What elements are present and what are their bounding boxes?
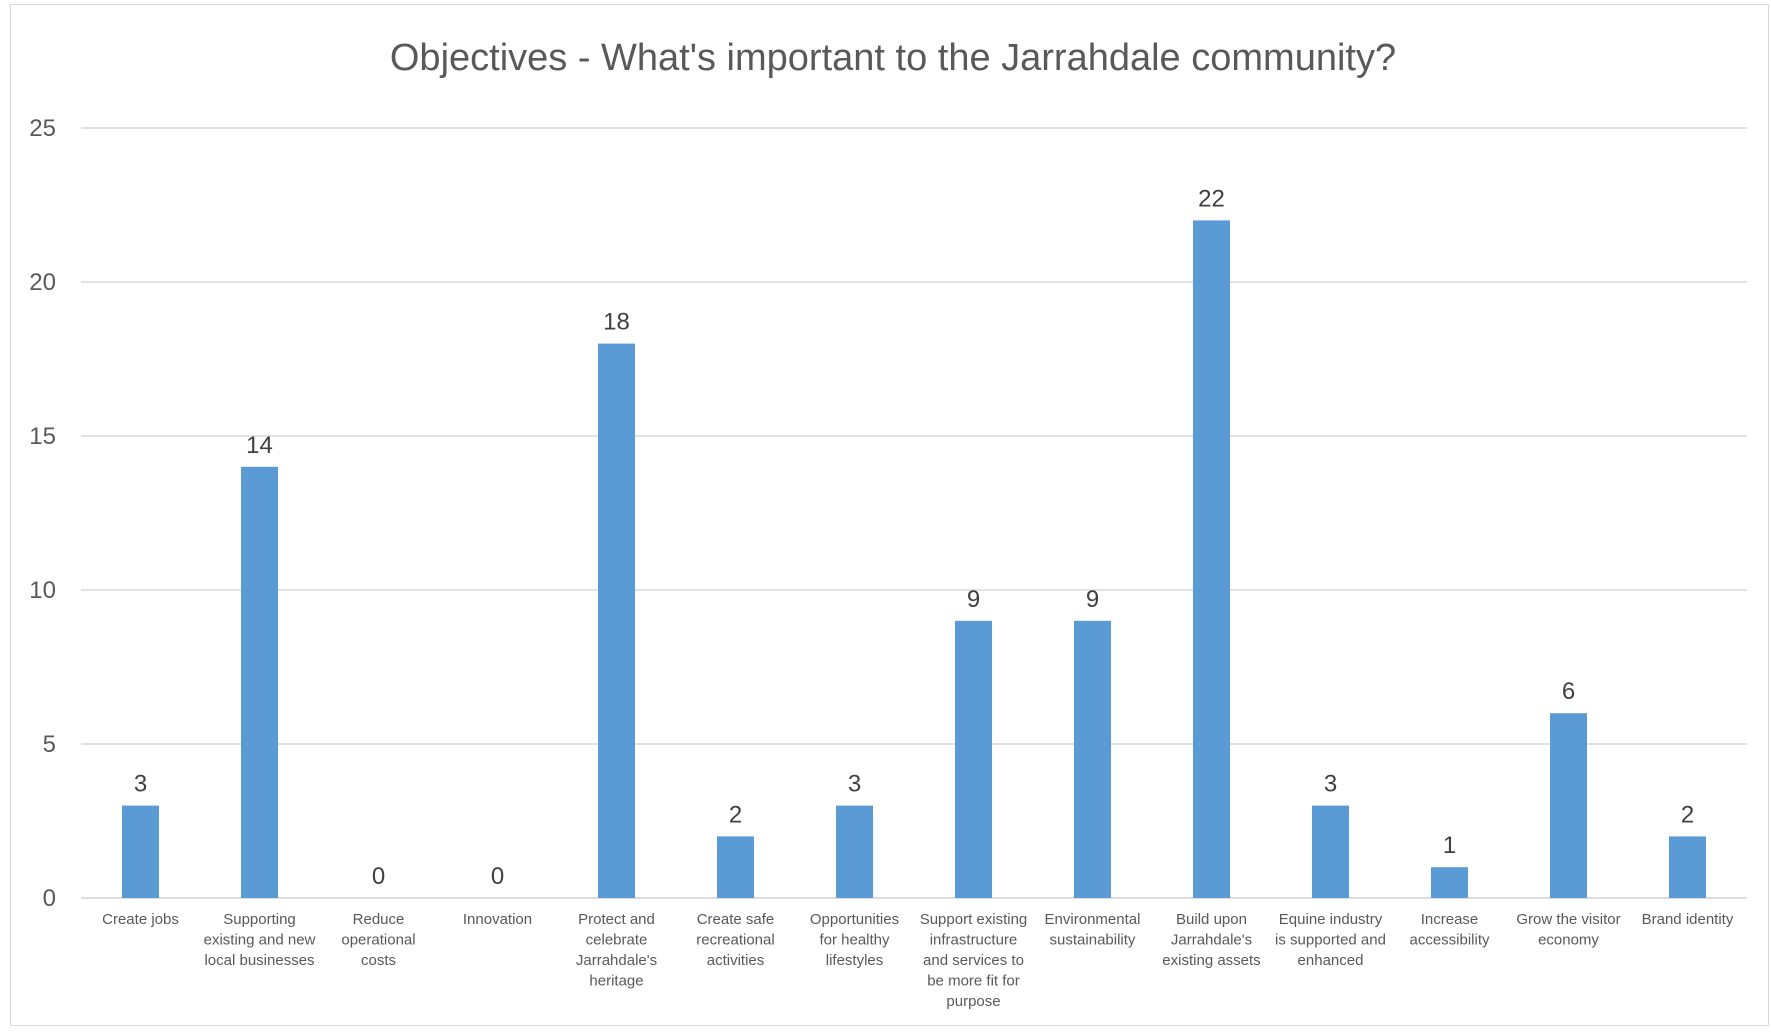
data-label: 3 — [134, 771, 147, 798]
bar — [955, 620, 992, 898]
x-tick-label-line: existing and new — [204, 932, 316, 949]
x-tick-label-line: Jarrahdale's — [576, 952, 657, 969]
x-tick-label: Environmental sustainability — [1045, 911, 1141, 949]
y-tick-label: 15 — [29, 423, 56, 450]
x-tick-label-line: Environmental — [1045, 911, 1141, 928]
x-tick-label-line: existing assets — [1162, 952, 1260, 969]
x-tick-label-line: sustainability — [1050, 932, 1136, 949]
x-tick-label-line: costs — [361, 952, 396, 969]
x-tick-label: Innovation — [463, 911, 532, 928]
x-tick-label-line: and services to — [923, 952, 1024, 969]
data-label: 2 — [1681, 801, 1694, 828]
x-tick-label-line: economy — [1538, 932, 1599, 949]
x-tick-label-line: Innovation — [463, 911, 532, 928]
chart-frame: Objectives - What's important to the Jar… — [10, 4, 1769, 1026]
x-tick-label: Supporting existing and new local business… — [204, 911, 316, 969]
x-tick-label-line: operational — [341, 932, 415, 949]
x-tick-label: Brand identity — [1642, 911, 1734, 928]
gridlines — [81, 127, 1747, 899]
y-tick-label: 10 — [29, 577, 56, 604]
x-tick-label-line: for healthy — [819, 932, 890, 949]
data-label: 1 — [1443, 832, 1456, 859]
bar — [1312, 805, 1349, 898]
data-label: 22 — [1198, 185, 1225, 212]
x-tick-label-line: Jarrahdale's — [1171, 932, 1252, 949]
y-tick-label: 0 — [43, 885, 56, 912]
x-tick-label-line: enhanced — [1298, 952, 1364, 969]
data-label: 0 — [491, 863, 504, 890]
bar — [122, 805, 159, 898]
y-tick-label: 20 — [29, 269, 56, 296]
x-tick-label-line: Build upon — [1176, 911, 1247, 928]
bar — [717, 836, 754, 898]
x-tick-label-line: accessibility — [1409, 932, 1490, 949]
x-tick-label-line: lifestyles — [826, 952, 884, 969]
x-tick-label-line: local businesses — [204, 952, 314, 969]
bar — [1193, 220, 1230, 898]
bar — [1074, 620, 1111, 898]
x-axis-ticks: Create jobs Supporting existing and new loc… — [102, 911, 1734, 1010]
y-tick-label: 25 — [29, 115, 56, 142]
x-tick-label-line: Create jobs — [102, 911, 179, 928]
data-label: 18 — [603, 309, 630, 336]
x-tick-label-line: Create safe — [697, 911, 775, 928]
x-tick-label-line: Opportunities — [810, 911, 899, 928]
data-label: 2 — [729, 801, 742, 828]
y-axis-ticks: 0 5 10 15 20 25 — [29, 115, 56, 912]
x-tick-label: Opportunities for healthy lifestyles — [810, 911, 899, 969]
x-tick-label: Equine industry is supported and enhanced — [1275, 911, 1386, 969]
bar — [1669, 836, 1706, 898]
x-tick-label-line: Reduce — [353, 911, 405, 928]
data-label: 14 — [246, 432, 273, 459]
x-tick-label-line: Grow the visitor — [1516, 911, 1620, 928]
x-tick-label: Build upon Jarrahdale's existing assets — [1162, 911, 1260, 969]
x-tick-label: Support existing infrastructure and servic… — [920, 911, 1028, 1010]
x-tick-label-line: infrastructure — [930, 932, 1018, 949]
x-tick-label-line: Increase — [1421, 911, 1479, 928]
x-tick-label-line: heritage — [589, 973, 643, 990]
x-tick-label: Reduce operational costs — [341, 911, 415, 969]
x-tick-label-line: recreational — [696, 932, 774, 949]
bars — [122, 220, 1706, 899]
data-label: 9 — [1086, 586, 1099, 613]
x-tick-label-line: be more fit for — [927, 973, 1020, 990]
data-labels: 3 14 0 0 18 2 3 9 9 22 3 1 6 2 — [134, 185, 1694, 890]
bar — [241, 466, 278, 898]
data-label: 0 — [372, 863, 385, 890]
bar — [1431, 867, 1468, 898]
x-tick-label: Create jobs — [102, 911, 179, 928]
data-label: 9 — [967, 586, 980, 613]
x-tick-label-line: Protect and — [578, 911, 655, 928]
x-tick-label-line: Equine industry — [1279, 911, 1383, 928]
x-tick-label-line: Brand identity — [1642, 911, 1734, 928]
x-tick-label: Create safe recreational activities — [696, 911, 774, 969]
x-tick-label: Grow the visitor economy — [1516, 911, 1620, 949]
x-tick-label-line: Support existing — [920, 911, 1028, 928]
y-tick-label: 5 — [43, 731, 56, 758]
x-tick-label: Protect and celebrate Jarrahdale's heritage — [576, 911, 657, 990]
x-tick-label-line: Supporting — [223, 911, 296, 928]
x-tick-label-line: celebrate — [586, 932, 648, 949]
chart-title: Objectives - What's important to the Jar… — [390, 37, 1396, 79]
bar — [598, 343, 635, 899]
bar-chart: Objectives - What's important to the Jar… — [29, 37, 1747, 1010]
bar — [1550, 713, 1587, 898]
x-tick-label-line: activities — [707, 952, 765, 969]
x-tick-label: Increase accessibility — [1409, 911, 1490, 949]
x-tick-label-line: is supported and — [1275, 932, 1386, 949]
data-label: 6 — [1562, 678, 1575, 705]
x-tick-label-line: purpose — [946, 993, 1000, 1010]
data-label: 3 — [1324, 771, 1337, 798]
data-label: 3 — [848, 771, 861, 798]
bar — [836, 805, 873, 898]
